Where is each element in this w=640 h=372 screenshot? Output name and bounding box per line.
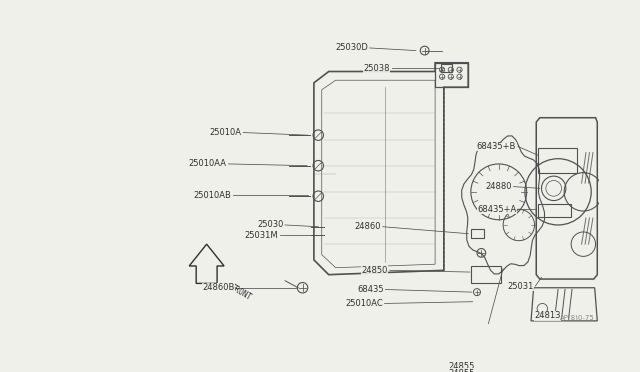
Text: 24880: 24880 bbox=[485, 182, 512, 191]
Text: 25031: 25031 bbox=[508, 282, 534, 291]
Text: 25030D: 25030D bbox=[335, 44, 368, 52]
Bar bbox=[538, 204, 571, 217]
Text: 68435: 68435 bbox=[357, 285, 383, 294]
Bar bbox=[471, 266, 501, 283]
Text: 25010AB: 25010AB bbox=[193, 191, 231, 200]
Text: 25010AA: 25010AA bbox=[189, 160, 227, 169]
Text: FRONT: FRONT bbox=[228, 282, 253, 302]
Text: 25038: 25038 bbox=[364, 64, 390, 73]
Text: AP(8)0-75: AP(8)0-75 bbox=[560, 314, 595, 321]
Text: 24855: 24855 bbox=[449, 362, 476, 371]
Bar bbox=[435, 63, 468, 87]
Text: 24860B: 24860B bbox=[202, 283, 234, 292]
Bar bbox=[441, 64, 452, 73]
Bar bbox=[538, 148, 577, 173]
Text: 25031M: 25031M bbox=[244, 231, 278, 240]
Text: 24860: 24860 bbox=[355, 222, 381, 231]
Text: 24813: 24813 bbox=[534, 311, 561, 320]
Text: 24850: 24850 bbox=[362, 266, 388, 275]
Text: 24855: 24855 bbox=[449, 369, 476, 372]
Text: 25030: 25030 bbox=[257, 221, 284, 230]
Bar bbox=[471, 229, 484, 238]
Text: 25010A: 25010A bbox=[209, 128, 241, 137]
Text: 25010AC: 25010AC bbox=[345, 299, 383, 308]
Text: 68435+B: 68435+B bbox=[477, 142, 516, 151]
Text: 68435+A: 68435+A bbox=[477, 205, 516, 214]
